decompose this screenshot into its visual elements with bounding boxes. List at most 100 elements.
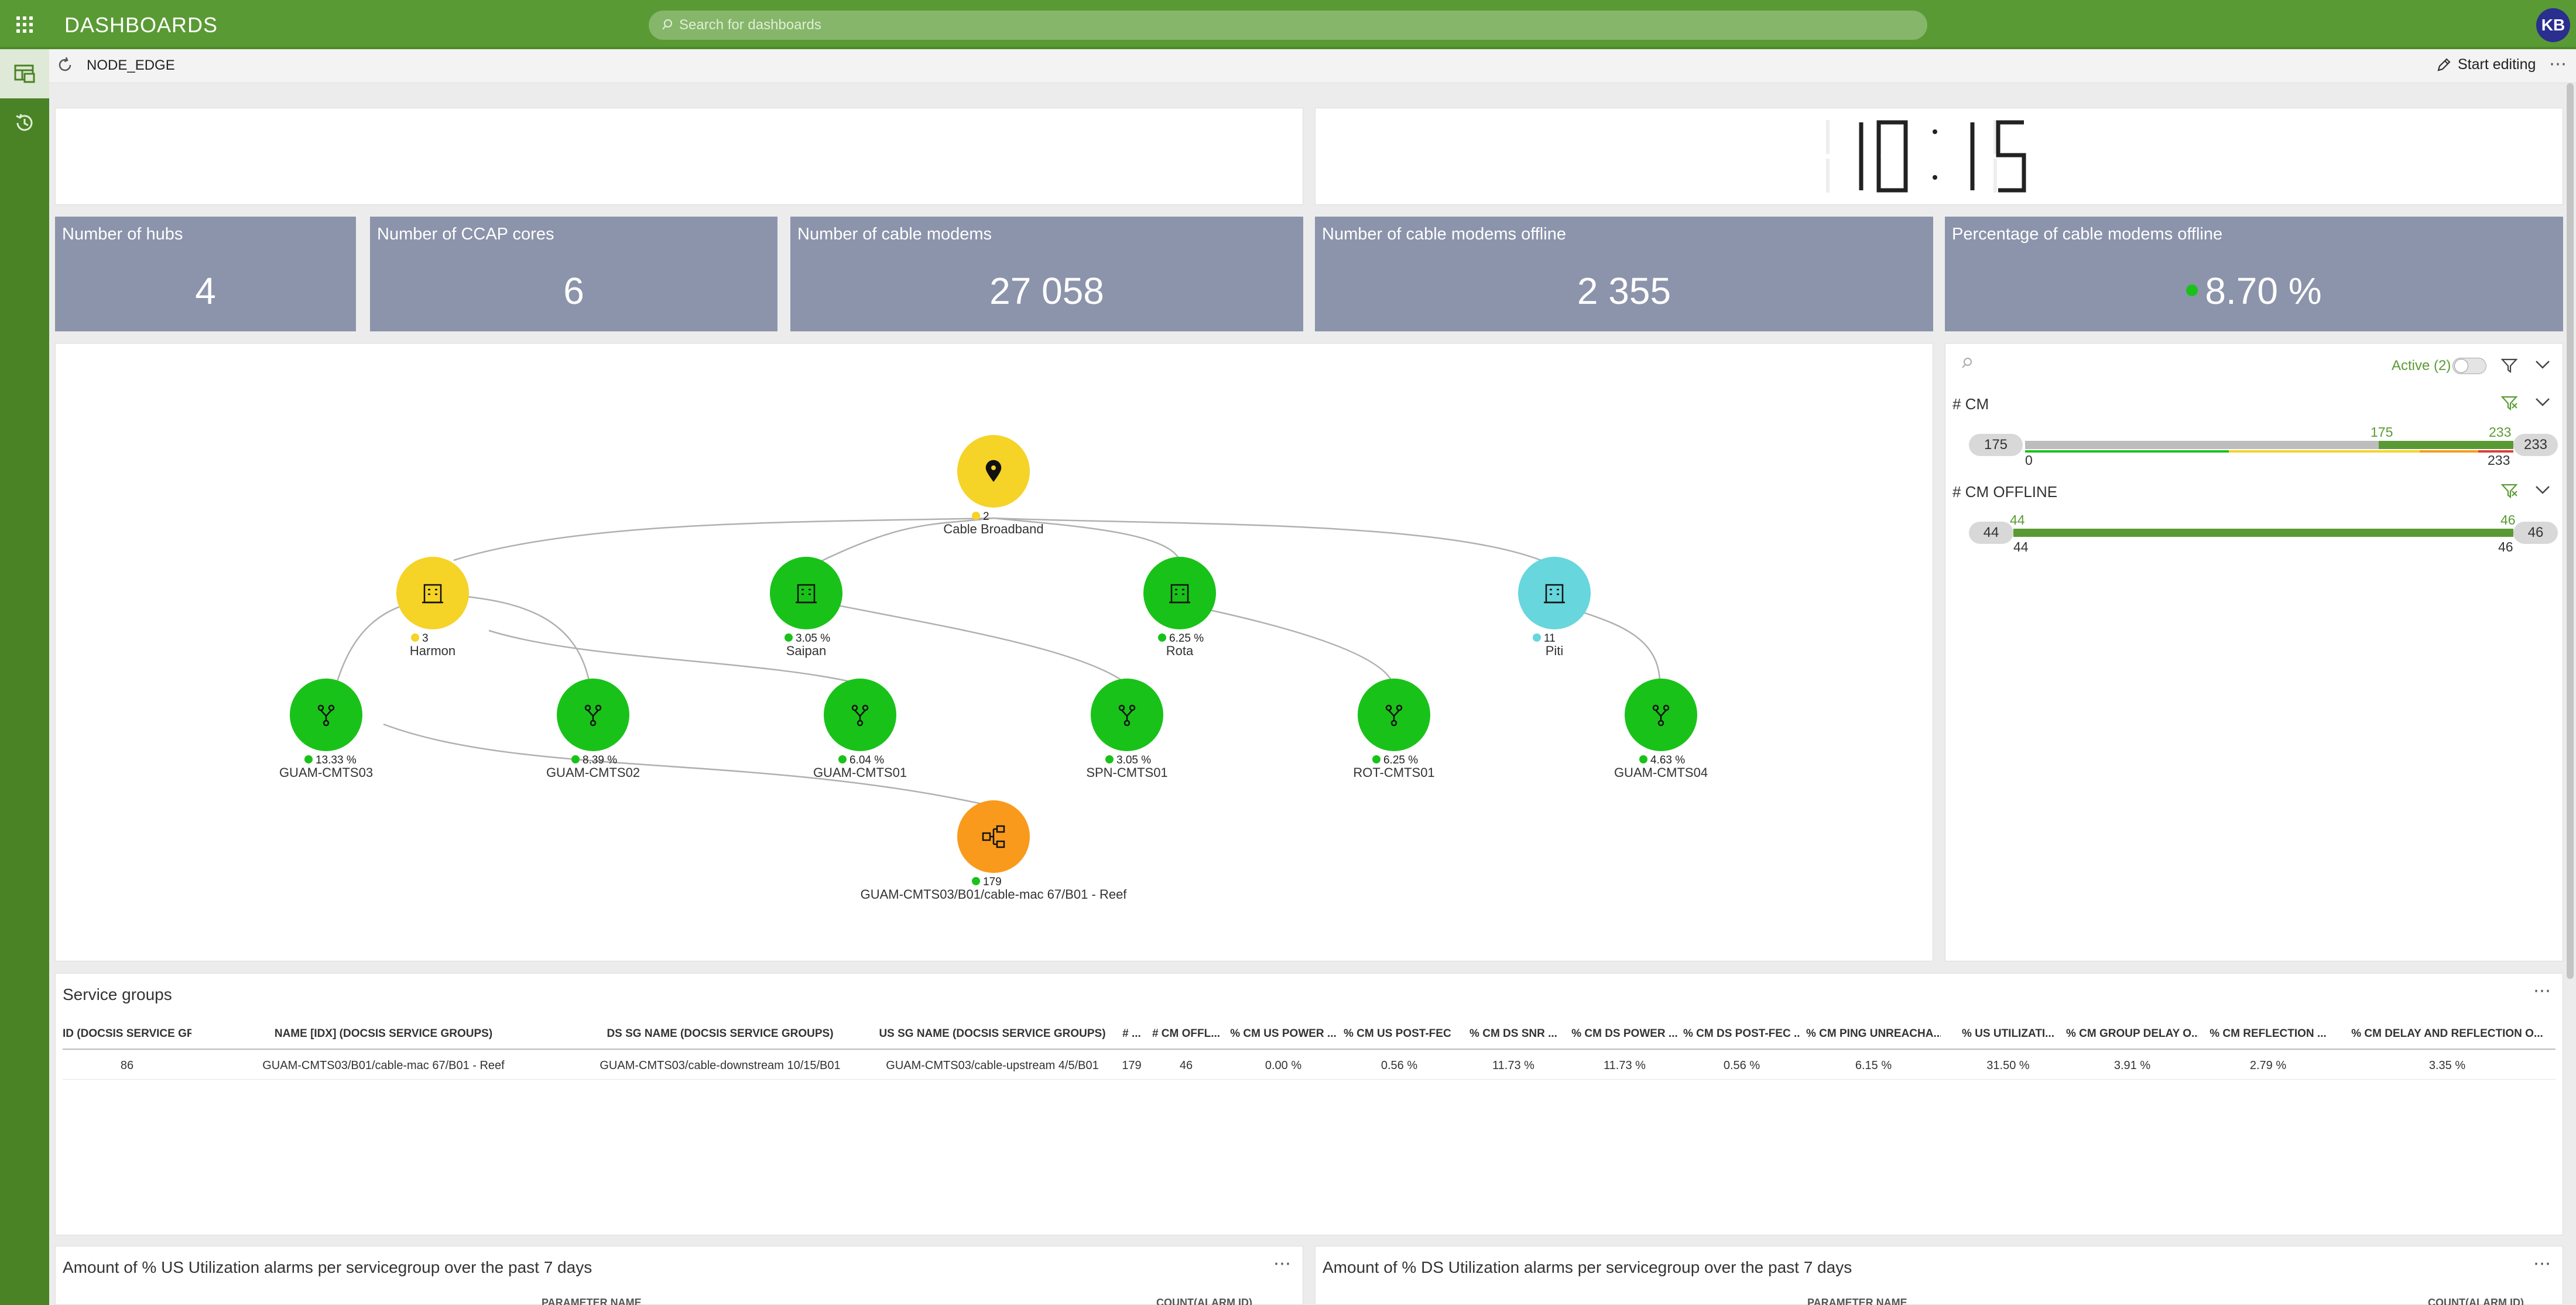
table-cell[interactable]: 31.50 %: [1986, 1059, 2030, 1072]
cm-axis-high: 233: [2488, 453, 2510, 468]
filter-icon[interactable]: [2500, 357, 2518, 374]
node-core-1[interactable]: 8.39 %GUAM-CMTS02: [546, 679, 640, 780]
node-label: Rota: [1166, 643, 1194, 658]
node-core-2[interactable]: 6.04 %GUAM-CMTS01: [813, 679, 907, 780]
column-header[interactable]: % CM PING UNREACHA...: [1806, 1027, 1941, 1040]
table-cell[interactable]: 179: [1122, 1059, 1142, 1072]
status-dot: [571, 755, 580, 763]
cm-offline-range-selected[interactable]: [2013, 529, 2513, 537]
dashboard-toolbar: [49, 49, 2576, 83]
ds-utilization-panel: Amount of % DS Utilization alarms per se…: [1315, 1246, 2563, 1305]
more-options-icon[interactable]: ⋯: [2549, 54, 2567, 74]
column-header[interactable]: % CM DS SNR ...: [1469, 1027, 1557, 1040]
column-header[interactable]: % CM REFLECTION ...: [2210, 1027, 2327, 1040]
table-cell[interactable]: 6.15 %: [1855, 1059, 1892, 1072]
chevron-down-icon[interactable]: [2534, 359, 2551, 371]
table-cell[interactable]: 3.91 %: [2113, 1059, 2151, 1072]
table-cell[interactable]: 11.73 %: [1492, 1059, 1534, 1072]
column-header[interactable]: % CM DS POWER ...: [1571, 1027, 1678, 1040]
cm-axis-low: 0: [2025, 453, 2033, 468]
column-header[interactable]: # ...: [1122, 1027, 1141, 1040]
node-core-0[interactable]: 13.33 %GUAM-CMTS03: [279, 679, 373, 780]
start-editing-button[interactable]: Start editing: [2435, 56, 2536, 73]
cm-offline-max-pill[interactable]: 46: [2513, 522, 2558, 544]
column-header[interactable]: % CM US POWER ...: [1230, 1027, 1337, 1040]
column-header[interactable]: % CM US POST-FEC ...: [1344, 1027, 1455, 1040]
column-header[interactable]: ID (DOCSIS SERVICE GROU...: [63, 1027, 191, 1040]
active-toggle[interactable]: [2452, 358, 2486, 374]
status-dot: [785, 633, 793, 642]
more-options-icon[interactable]: ⋯: [1273, 1254, 1291, 1273]
search-input[interactable]: [679, 15, 1909, 35]
node-core-5[interactable]: 4.63 %GUAM-CMTS04: [1614, 679, 1708, 780]
cm-offline-filter-title: # CM OFFLINE: [1952, 483, 2058, 501]
table-cell[interactable]: 0.56 %: [1723, 1059, 1760, 1072]
history-icon[interactable]: [0, 98, 49, 148]
node-core-3[interactable]: 3.05 %SPN-CMTS01: [1086, 679, 1168, 780]
node-hub-1[interactable]: 3.05 %Saipan: [770, 557, 842, 658]
node-badge: 2: [983, 511, 989, 523]
cm-range-selected[interactable]: [2379, 441, 2513, 449]
column-header[interactable]: % US UTILIZATI...: [1962, 1027, 2054, 1040]
table-cell[interactable]: GUAM-CMTS03/B01/cable-mac 67/B01 - Reef: [262, 1059, 505, 1072]
node-hub-2[interactable]: 6.25 %Rota: [1143, 557, 1216, 658]
building-icon: [1544, 584, 1565, 604]
cm-offline-axis-high: 46: [2498, 539, 2513, 554]
filter-search-icon[interactable]: [1961, 357, 1974, 369]
column-header[interactable]: US SG NAME (DOCSIS SERVICE GROUPS): [879, 1027, 1106, 1040]
column-header[interactable]: % CM DELAY AND REFLECTION O...: [2351, 1027, 2543, 1040]
left-rail: [0, 49, 49, 1305]
topology-panel[interactable]: 2 Cable Broadband 3 Harmon 3.05 % Saipan 6.25 …: [55, 343, 1933, 961]
node-badge: 6.25 %: [1383, 754, 1418, 766]
column-header[interactable]: DS SG NAME (DOCSIS SERVICE GROUPS): [607, 1027, 834, 1040]
column-header[interactable]: COUNT(ALARM ID): [1156, 1297, 1252, 1305]
kpi-title: Number of hubs: [62, 225, 183, 244]
cm-min-pill[interactable]: 175: [1969, 434, 2023, 456]
sg-icon: [982, 825, 1005, 848]
node-label: Saipan: [786, 643, 827, 658]
avatar[interactable]: KB: [2536, 8, 2570, 42]
more-options-icon[interactable]: ⋯: [2533, 1254, 2551, 1273]
more-options-icon[interactable]: ⋯: [2533, 981, 2551, 1001]
table-cell[interactable]: GUAM-CMTS03/cable-upstream 4/5/B01: [886, 1059, 1099, 1072]
table-cell[interactable]: 0.00 %: [1265, 1059, 1302, 1072]
cm-max-pill[interactable]: 233: [2513, 434, 2558, 456]
chevron-down-icon[interactable]: [2534, 396, 2551, 408]
status-dot: [1372, 755, 1381, 763]
column-header[interactable]: % CM GROUP DELAY O...: [2066, 1027, 2198, 1040]
column-header[interactable]: COUNT(ALARM ID): [2428, 1297, 2524, 1305]
table-cell[interactable]: 11.73 %: [1604, 1059, 1646, 1072]
table-cell[interactable]: 86: [120, 1059, 134, 1072]
node-core-4[interactable]: 6.25 %ROT-CMTS01: [1353, 679, 1435, 780]
clear-filter-icon[interactable]: [2500, 482, 2518, 499]
dashboards-nav-icon[interactable]: [0, 49, 49, 98]
apps-grid-icon[interactable]: [16, 16, 33, 33]
search-box[interactable]: [649, 11, 1927, 40]
node-badge: 3.05 %: [1116, 754, 1151, 766]
column-header[interactable]: NAME [IDX] (DOCSIS SERVICE GROUPS): [274, 1027, 493, 1040]
table-cell[interactable]: 3.35 %: [2428, 1059, 2466, 1072]
clock-panel: 10 15: [1315, 108, 2563, 205]
status-dot: [1639, 755, 1647, 763]
table-cell[interactable]: 2.79 %: [2249, 1059, 2287, 1072]
column-header[interactable]: PARAMETER NAME: [542, 1297, 642, 1305]
refresh-icon[interactable]: [56, 56, 74, 74]
column-header[interactable]: % CM DS POST-FEC ...: [1683, 1027, 1800, 1040]
cm-offline-min-pill[interactable]: 44: [1969, 522, 2013, 544]
clear-filter-icon[interactable]: [2500, 394, 2518, 412]
page-scrollbar[interactable]: [2567, 83, 2574, 979]
table-cell[interactable]: 46: [1179, 1059, 1193, 1072]
column-header[interactable]: # CM OFFL...: [1152, 1027, 1221, 1040]
table-cell[interactable]: 0.56 %: [1381, 1059, 1418, 1072]
service-groups-panel: Service groups ⋯ ID (DOCSIS SERVICE GROU…: [55, 973, 2563, 1235]
chevron-down-icon[interactable]: [2534, 484, 2551, 496]
search-icon: [662, 19, 672, 30]
node-label: Cable Broadband: [943, 522, 1043, 536]
table-cell[interactable]: GUAM-CMTS03/cable-downstream 10/15/B01: [600, 1059, 841, 1072]
column-header[interactable]: PARAMETER NAME: [1807, 1297, 1907, 1305]
